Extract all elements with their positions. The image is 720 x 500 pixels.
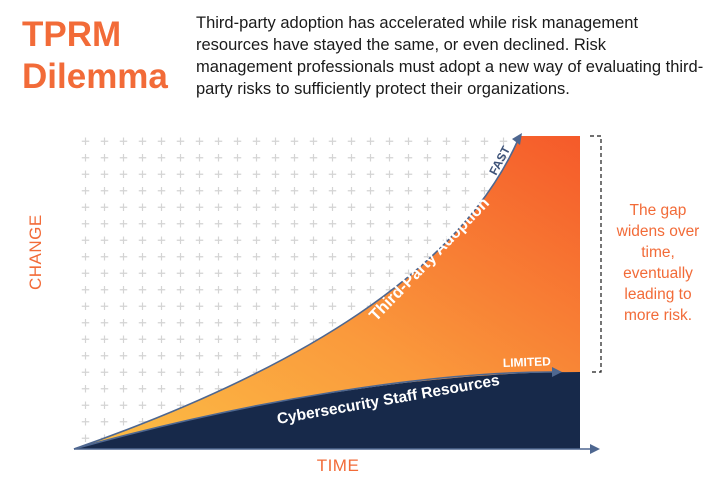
gap-note: The gap widens over time, eventually lea…	[616, 202, 700, 324]
adoption-arrow-head	[512, 133, 522, 145]
intro-paragraph: Third-party adoption has accelerated whi…	[196, 14, 704, 98]
resources-curve-line	[73, 371, 553, 450]
title-line-1: TPRM	[22, 15, 122, 54]
resources-arrow-head	[552, 367, 562, 377]
page-title: TPRM Dilemma	[22, 14, 182, 98]
staff-resources-area	[74, 372, 580, 449]
limited-label: LIMITED	[503, 354, 552, 370]
third-party-adoption-area	[74, 136, 580, 449]
x-axis-arrow-head	[590, 444, 600, 454]
x-axis-label: TIME	[316, 456, 360, 475]
adoption-curve-line	[73, 139, 519, 450]
y-axis-label: CHANGE	[26, 214, 45, 290]
title-line-2: Dilemma	[22, 57, 168, 96]
gap-bracket	[590, 135, 602, 373]
